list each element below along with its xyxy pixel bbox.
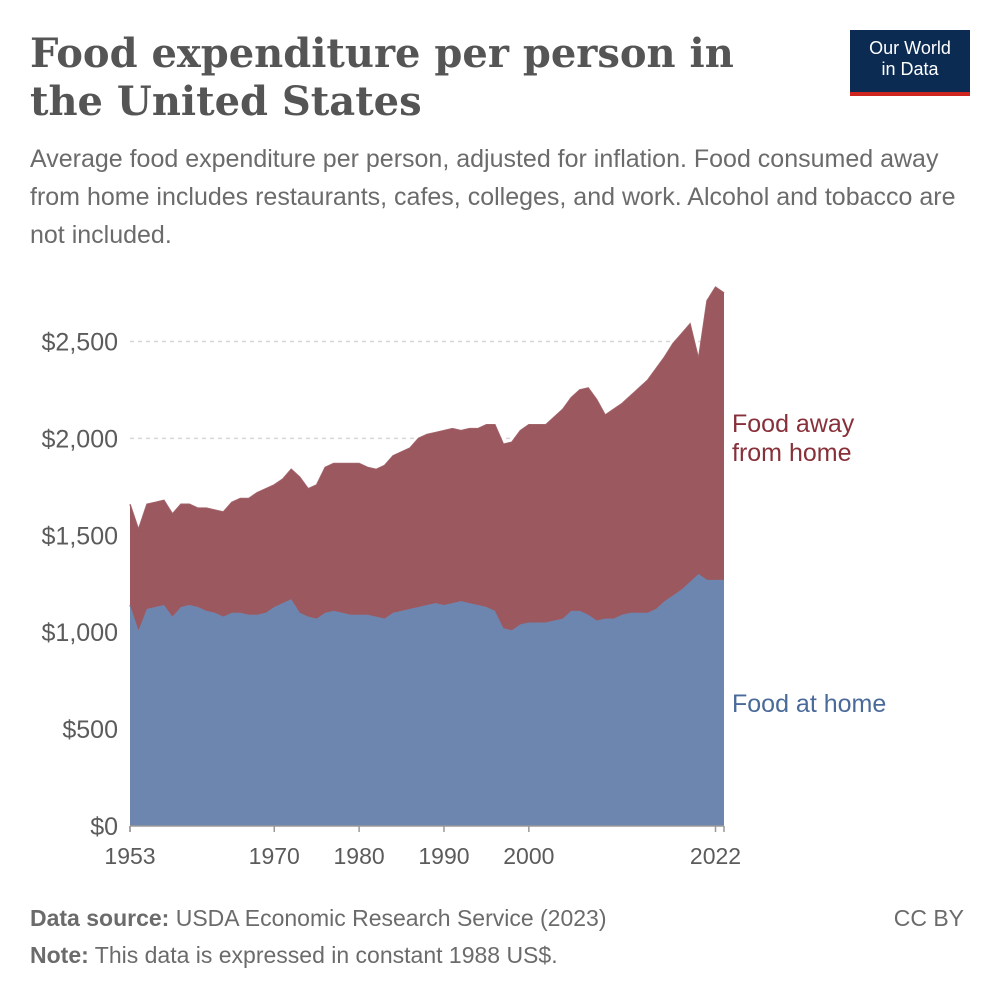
data-source-line: Data source: USDA Economic Research Serv… (30, 900, 970, 937)
y-tick-label: $1,500 (42, 522, 118, 550)
data-source-label: Data source: (30, 905, 170, 931)
note-line: Note: This data is expressed in constant… (30, 937, 970, 974)
logo-text: Our World in Data (850, 38, 970, 80)
x-tick-label: 1953 (104, 843, 155, 869)
data-source-text[interactable]: USDA Economic Research Service (2023) (175, 905, 607, 931)
note-text: This data is expressed in constant 1988 … (94, 942, 558, 968)
legend-label-food-away: Food away from home (732, 410, 855, 467)
x-tick-label: 2000 (503, 843, 554, 869)
y-tick-label: $2,500 (42, 328, 118, 356)
y-tick-label: $0 (90, 813, 118, 841)
x-tick-label: 2022 (690, 843, 741, 869)
y-tick-label: $500 (62, 716, 118, 744)
y-tick-label: $1,000 (42, 619, 118, 647)
logo-accent-bar (850, 92, 970, 96)
area-series-0 (130, 574, 724, 826)
chart-subtitle: Average food expenditure per person, adj… (30, 145, 956, 249)
license-link[interactable]: CC BY (893, 905, 964, 931)
footer: Data source: USDA Economic Research Serv… (30, 900, 970, 974)
logo-line-2: in Data (881, 59, 939, 79)
x-tick-label: 1970 (249, 843, 300, 869)
logo-line-1: Our World (869, 38, 951, 58)
x-tick-label: 1980 (334, 843, 385, 869)
x-tick-label: 1990 (418, 843, 469, 869)
owid-logo[interactable]: Our World in Data (850, 30, 970, 96)
y-tick-label: $2,000 (42, 425, 118, 453)
area-series-1 (130, 287, 724, 631)
legend-label-food-home: Food at home (732, 690, 886, 718)
chart-title: Food expenditure per person in the Unite… (30, 30, 734, 125)
note-label: Note: (30, 942, 89, 968)
area-edge-1 (129, 286, 725, 532)
